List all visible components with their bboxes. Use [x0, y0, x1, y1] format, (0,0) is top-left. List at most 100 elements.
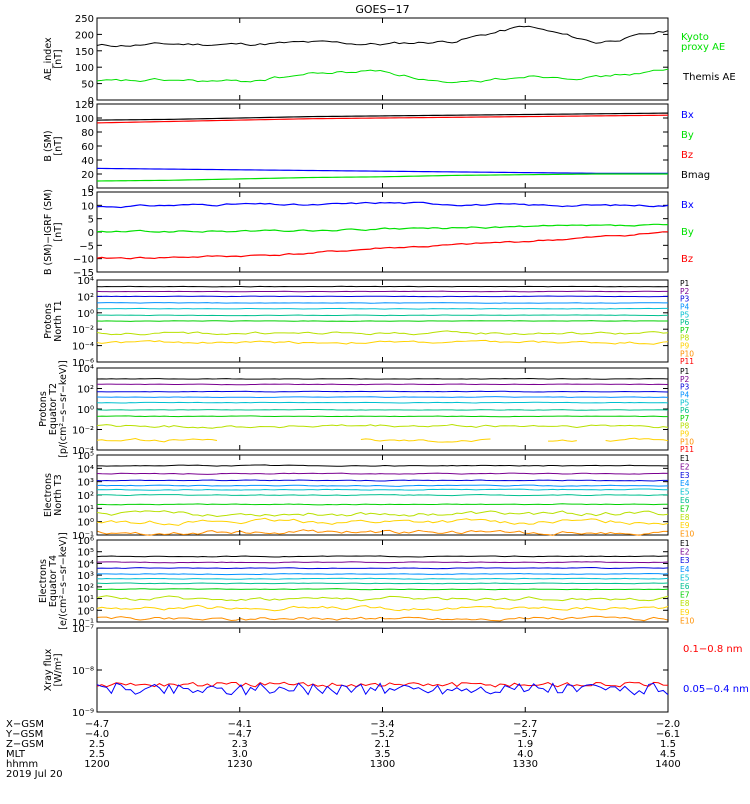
- channel-line-E8: [96, 510, 669, 518]
- y-axis-label: AE_index: [43, 37, 54, 81]
- series-line-bx: [96, 201, 669, 209]
- legend-item: E9: [680, 521, 690, 530]
- legend-item: P1: [680, 367, 690, 376]
- ephemeris-value: −2.7: [513, 719, 537, 730]
- channel-line-P8: [96, 330, 669, 336]
- channel-line-E6: [96, 493, 669, 497]
- series-line-themis-ae: [96, 25, 669, 48]
- channel-line-P8: [96, 424, 669, 429]
- channel-line-P9: [96, 339, 669, 345]
- legend-item: proxy AE: [681, 42, 725, 53]
- channel-line-P4: [96, 302, 669, 304]
- ephemeris-value: 1230: [227, 759, 252, 770]
- legend-item: E6: [680, 496, 690, 505]
- channel-line-P4: [96, 396, 669, 398]
- channel-line-P9: [360, 438, 491, 443]
- legend-item: P5: [680, 398, 690, 407]
- ephemeris-row-label: Y−GSM: [5, 729, 43, 740]
- y-tick-label: 20: [81, 170, 94, 181]
- legend-item: By: [681, 227, 694, 238]
- channel-line-E6: [96, 582, 669, 585]
- y-tick-label: 10⁻¹: [72, 618, 94, 629]
- channel-line-P1: [96, 378, 669, 380]
- y-axis-label: Equator T2: [48, 383, 59, 435]
- y-axis-label: [W/m²]: [53, 653, 64, 686]
- legend-item: E7: [680, 591, 690, 600]
- ephemeris-value: 2.3: [232, 739, 248, 750]
- y-tick-label: 10⁴: [77, 559, 94, 570]
- series-line-bz: [96, 114, 669, 124]
- y-tick-label: 10⁻⁹: [72, 708, 94, 719]
- legend-item: E1: [680, 454, 690, 463]
- legend-item: E8: [680, 513, 690, 522]
- y-tick-label: 250: [75, 14, 94, 25]
- y-axis-label: North T3: [53, 474, 64, 515]
- legend-item: P2: [680, 287, 690, 296]
- ephemeris-row-label: MLT: [6, 749, 26, 760]
- y-tick-label: 10²: [77, 292, 94, 303]
- channel-line-P7: [96, 415, 669, 418]
- legend-item: E4: [680, 479, 690, 488]
- legend-item: P10: [680, 349, 694, 358]
- channel-line-P2: [96, 383, 669, 386]
- y-tick-label: 10⁻⁶: [72, 358, 94, 369]
- legend-item: P7: [680, 326, 690, 335]
- ephemeris-value: 4.5: [660, 749, 676, 760]
- legend-item: P8: [680, 422, 690, 431]
- y-tick-label: 10²: [77, 385, 94, 396]
- legend-item: E8: [680, 599, 690, 608]
- series-line-bz: [96, 231, 669, 260]
- y-axis-label: [nT]: [53, 136, 64, 155]
- y-tick-label: 10¹: [77, 595, 94, 606]
- y-tick-label: 10³: [77, 478, 94, 489]
- channel-line-P2: [96, 290, 669, 293]
- ephemeris-value: 2.5: [89, 739, 105, 750]
- legend-item: Bx: [681, 110, 694, 121]
- legend-item: P4: [680, 390, 690, 399]
- legend-item: E4: [680, 565, 690, 574]
- series-line-by: [96, 173, 668, 182]
- channel-line-E5: [96, 488, 669, 491]
- y-tick-label: 10⁴: [77, 276, 94, 287]
- panel-frame-7: [96, 627, 669, 713]
- legend-item: P4: [680, 302, 690, 311]
- series-line-by: [96, 223, 669, 233]
- channel-line-E4: [96, 484, 669, 487]
- y-tick-label: −10: [73, 255, 94, 266]
- channel-line-E1: [96, 464, 669, 467]
- ephemeris-value: −4.0: [85, 729, 109, 740]
- y-tick-label: 40: [81, 156, 94, 167]
- legend-item: P3: [680, 295, 690, 304]
- y-tick-label: −5: [79, 241, 94, 252]
- y-tick-label: 10⁻²: [72, 426, 94, 437]
- legend-item: P9: [680, 430, 690, 439]
- channel-line-P9: [96, 437, 218, 443]
- legend-item: E9: [680, 608, 690, 617]
- ephemeris-value: 4.0: [517, 749, 533, 760]
- channel-line-P9: [605, 437, 669, 442]
- y-axis-label: B (SM)−IGRF (SM): [43, 189, 54, 275]
- channel-line-E5: [96, 577, 669, 580]
- legend-item: E2: [680, 548, 690, 557]
- ephemeris-value: 1330: [513, 759, 538, 770]
- y-tick-label: 10⁰: [77, 606, 94, 617]
- series-line-bmag: [96, 112, 669, 121]
- channel-line-E7: [96, 588, 669, 591]
- y-tick-label: −15: [73, 268, 94, 279]
- channel-line-P1: [96, 285, 669, 288]
- y-axis-label: B (SM): [43, 130, 54, 161]
- legend-item: Bz: [681, 254, 693, 265]
- channel-line-E9: [96, 604, 669, 612]
- ephemeris-row-label: Z−GSM: [6, 739, 44, 750]
- channel-line-P6: [96, 409, 669, 411]
- y-axis-label: Xray flux: [43, 648, 54, 691]
- y-tick-label: 0: [88, 228, 94, 239]
- y-tick-label: 200: [75, 30, 94, 41]
- legend-item: P7: [680, 414, 690, 423]
- y-tick-label: 10: [81, 201, 94, 212]
- legend-item: E6: [680, 582, 690, 591]
- y-tick-label: 10⁶: [77, 536, 94, 547]
- ephemeris-value: 1.9: [517, 739, 533, 750]
